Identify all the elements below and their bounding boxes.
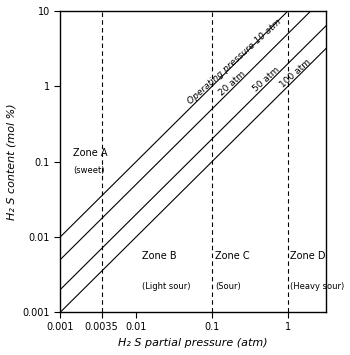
Text: 100 atm: 100 atm: [279, 58, 313, 90]
Text: Zone C: Zone C: [215, 251, 250, 261]
Text: 20 atm: 20 atm: [217, 70, 247, 98]
Text: (Sour): (Sour): [215, 282, 241, 291]
Y-axis label: H₂ S content (mol %): H₂ S content (mol %): [7, 103, 17, 220]
Text: (sweet): (sweet): [74, 166, 105, 175]
Text: Zone D: Zone D: [289, 251, 325, 261]
Text: Operating pressure 10 atm: Operating pressure 10 atm: [187, 17, 284, 106]
Text: (Heavy sour): (Heavy sour): [289, 282, 344, 291]
Text: (Light sour): (Light sour): [142, 282, 191, 291]
Text: Zone B: Zone B: [142, 251, 177, 261]
Text: 50 atm: 50 atm: [252, 65, 282, 93]
X-axis label: H₂ S partial pressure (atm): H₂ S partial pressure (atm): [118, 338, 268, 348]
Text: Zone A: Zone A: [74, 148, 108, 158]
